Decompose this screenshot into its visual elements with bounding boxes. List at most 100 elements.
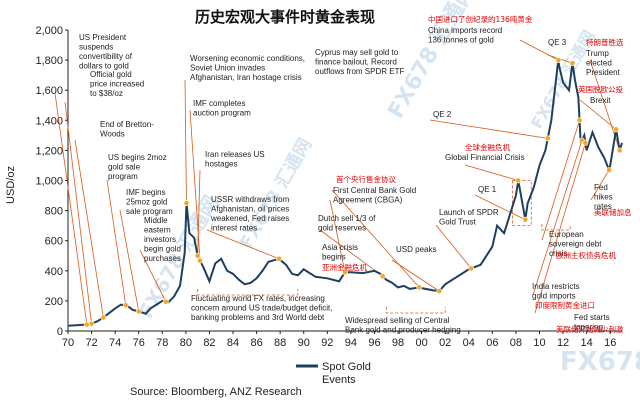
x-tick-label: 98 — [392, 337, 404, 349]
annotation-leader — [474, 194, 526, 220]
x-tick-label: 82 — [203, 337, 215, 349]
y-tick-label: 1,800 — [35, 55, 63, 67]
annotation-line: Widespread selling of Central — [345, 316, 450, 325]
annotation-line: sale program — [126, 207, 173, 216]
x-tick-label: 72 — [85, 337, 97, 349]
annotation-line: US begins 2moz — [108, 153, 167, 162]
annotation: Middle eastern investors begin gold purchase… — [144, 216, 181, 263]
y-tick-label: 0 — [57, 326, 63, 338]
x-tick-label: 16 — [604, 337, 616, 349]
annotation: US begins 2moz gold sale program — [108, 153, 167, 181]
annotation-leader — [64, 101, 92, 324]
annotation-leader — [106, 179, 127, 306]
event-marker — [162, 298, 169, 305]
annotation-line: interest rates — [211, 224, 257, 233]
annotation-line: elected — [586, 59, 612, 68]
event-marker — [468, 265, 475, 272]
annotation-leader — [391, 259, 440, 292]
event-marker — [276, 255, 282, 262]
x-tick-label: 90 — [298, 337, 310, 349]
y-tick-label: 200 — [45, 296, 63, 308]
y-tick-label: 1,400 — [35, 115, 63, 127]
annotation: China imports record 136 tonnes of gold — [428, 26, 502, 45]
annotation-line: Worsening economic conditions, — [190, 54, 305, 63]
annotation-leader — [331, 189, 420, 288]
annotation-line: QE 2 — [433, 110, 452, 119]
annotation-leader — [590, 169, 610, 201]
gfc-box — [511, 180, 532, 227]
annotation: 首个央行售金协议 — [336, 174, 396, 184]
annotation-line: begins — [322, 253, 346, 262]
annotation-leader — [119, 209, 140, 312]
y-tick-label: 1,000 — [35, 176, 63, 188]
annotation: Iran releases US hostages — [205, 150, 265, 169]
event-marker — [379, 273, 386, 280]
x-tick-label: 00 — [415, 337, 427, 349]
event-marker — [122, 302, 129, 309]
annotation-line: 美联储加息 — [594, 207, 632, 217]
annotation-line: USD peaks — [396, 245, 436, 254]
event-marker — [183, 200, 190, 206]
annotation-line: finance bailout, Record — [315, 58, 397, 67]
x-tick-label: 92 — [321, 337, 333, 349]
annotation-line: price increased — [90, 80, 144, 89]
x-tick-label: 06 — [486, 337, 498, 349]
annotation: First Central Bank Gold Agreement (CBGA) — [333, 186, 416, 205]
annotation-leader — [139, 249, 167, 302]
period-bracket — [197, 289, 299, 296]
annotation-line: weakened, Fed raises — [210, 214, 289, 223]
chart-title: 历史宏观大事件时黄金表现 — [195, 8, 375, 26]
annotation-line: Brexit — [590, 96, 611, 105]
annotation-line: 136 tonnes of gold — [428, 36, 494, 45]
annotation-layer: US President suspends convertibility of dol… — [79, 14, 632, 335]
x-tick-label: 86 — [250, 337, 262, 349]
annotation-line: Dutch sell 1/3 of — [318, 214, 376, 223]
period-bracket — [541, 224, 571, 231]
annotation-line: Official gold — [90, 70, 132, 79]
annotation-line: gold imports — [532, 292, 576, 301]
annotation: European sovereign debt crisis — [549, 230, 602, 258]
annotation-line: Gold Trust — [439, 218, 477, 227]
annotation-line: 中国进口了创纪录的136吨黄金 — [428, 14, 533, 24]
annotation-line: 全球金融危机 — [465, 142, 510, 152]
annotation-leader — [541, 120, 580, 241]
annotation: USD peaks — [396, 245, 436, 254]
annotation-leader — [464, 164, 519, 181]
annotation-line: banking problems and 3rd World debt — [191, 313, 325, 322]
annotation-line: investors — [144, 235, 176, 244]
x-tick-label: 84 — [227, 337, 239, 349]
annotation: US President suspends convertibility of dol… — [79, 33, 133, 71]
annotation-line: concern around US trade/budget deficit, — [191, 304, 332, 313]
annotation: Fluctuating world FX rates, increasing co… — [191, 294, 332, 322]
annotation: IMF begins 25moz gold sale program — [126, 188, 173, 216]
annotation-line: outflows from SPDR ETF — [315, 67, 404, 76]
annotation-line: Global Financial Crisis — [445, 153, 525, 162]
annotation-line: India restricts — [532, 282, 580, 291]
x-tick-label: 02 — [439, 337, 451, 349]
annotation-line: to $38/oz — [90, 89, 123, 98]
annotation: 中国进口了创纪录的136吨黄金 — [428, 14, 533, 24]
annotation: Cyprus may sell gold to finance bailout, … — [315, 48, 404, 76]
annotation: Trump elected President — [586, 49, 621, 77]
y-tick-label: 400 — [45, 266, 63, 278]
annotation-line: QE 3 — [548, 38, 567, 47]
annotation-leader — [54, 92, 88, 325]
annotation-leader — [197, 169, 201, 256]
annotation-leader — [329, 199, 346, 273]
annotation: Asia crisis begins — [322, 243, 358, 262]
event-marker — [576, 117, 583, 124]
annotation-leader — [534, 142, 586, 314]
annotation-line: 亚洲金融危机 — [322, 262, 367, 272]
source-note: Source: Bloomberg, ANZ Research — [130, 386, 302, 398]
annotation: End of Bretton-Woods — [100, 120, 154, 139]
annotation-line: auction program — [193, 109, 251, 118]
annotation-line: 首个央行售金协议 — [336, 174, 396, 184]
annotation-line: sovereign debt — [549, 240, 602, 249]
annotation-line: President — [586, 68, 621, 77]
annotation: Brexit — [590, 96, 611, 105]
annotation-line: 特朗普胜选 — [586, 37, 624, 47]
annotation-line: Middle — [144, 216, 168, 225]
annotation-line: gold sale — [108, 163, 141, 172]
annotation-line: European — [549, 230, 584, 239]
